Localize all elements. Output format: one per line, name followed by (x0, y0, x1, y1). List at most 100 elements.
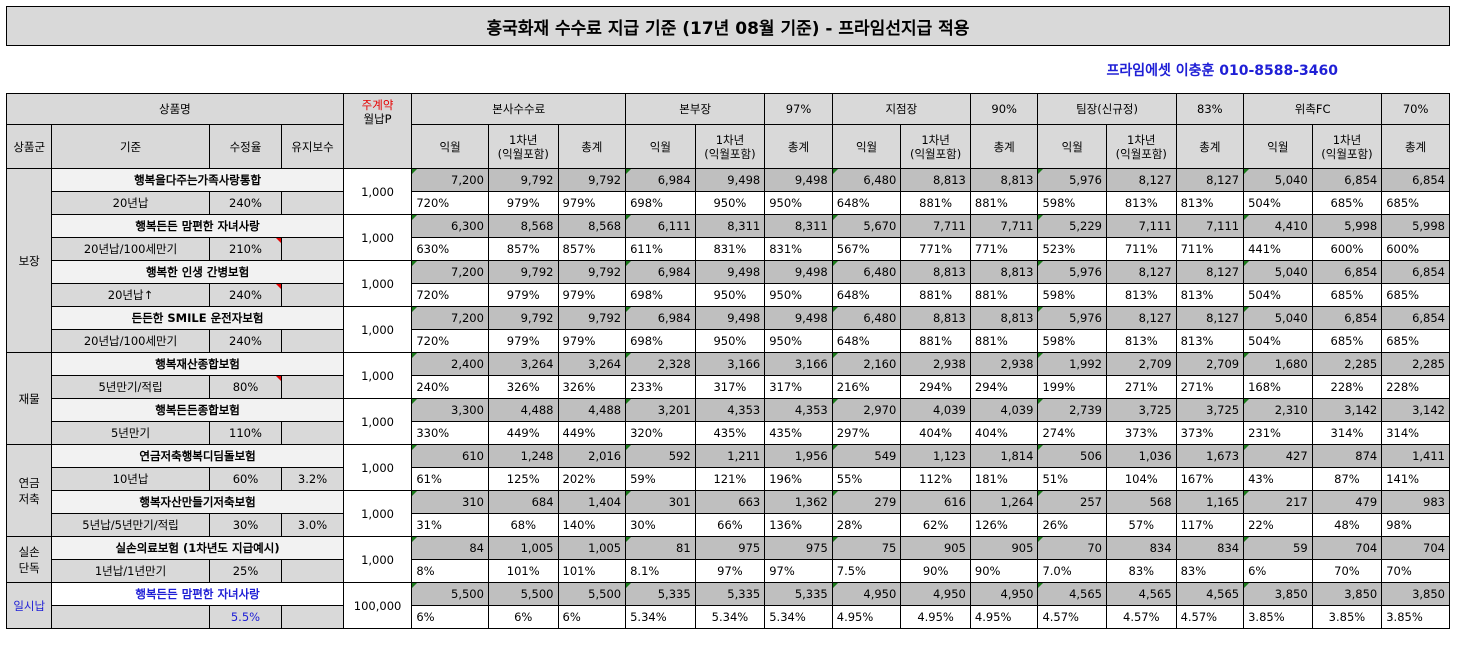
amount-cell: 8,311 (764, 214, 833, 238)
amount-cell: 2,938 (969, 352, 1039, 376)
percent-cell: 3.85% (1381, 605, 1450, 629)
percent-cell: 979% (557, 329, 627, 353)
percent-cell: 97% (694, 559, 766, 583)
modify-rate-cell: 240% (208, 191, 283, 215)
amount-cell: 704 (1381, 536, 1450, 560)
section-store-manager-rate: 90% (969, 93, 1039, 125)
percent-cell: 4.57% (1037, 605, 1107, 629)
amount-cell: 2,160 (831, 352, 902, 376)
section-head-office: 본사수수료 (411, 93, 627, 125)
table-row: 5년만기 110% 330% 449% 449% 320% 435% 435% 297% 404%… (7, 421, 1450, 445)
subheader-year-2: 1차년 (익월포함) (900, 124, 971, 169)
amount-cell: 3,725 (1175, 398, 1245, 422)
amount-cell: 1,264 (969, 490, 1039, 514)
amount-cell: 1,680 (1243, 352, 1313, 376)
amount-cell: 7,200 (411, 306, 489, 330)
percent-cell: 59% (625, 467, 696, 491)
product-name: 행복든든종합보험 (51, 398, 344, 422)
amount-cell: 5,335 (625, 582, 696, 606)
percent-cell: 181% (969, 467, 1039, 491)
amount-cell: 8,127 (1106, 260, 1177, 284)
percent-cell: 98% (1381, 513, 1450, 537)
percent-cell: 228% (1311, 375, 1383, 399)
standard-cell: 20년납↑ (51, 283, 210, 307)
table-row: 행복자산만들기저축보험 1,000 310 684 1,404 301 663 1,362 27… (7, 490, 1450, 537)
percent-cell: 979% (487, 283, 559, 307)
page-title: 흥국화재 수수료 지급 기준 (17년 08월 기준) - 프라임선지급 적용 (6, 6, 1450, 46)
amount-cell: 1,248 (487, 444, 559, 468)
amount-cell: 1,956 (764, 444, 833, 468)
amount-cell: 2,328 (625, 352, 696, 376)
table-row: 일시납 행복든든 맘편한 자녀사랑 100,000 5,500 5,500 5,500 5,… (5, 582, 1450, 629)
percent-cell: 698% (625, 329, 696, 353)
percent-cell: 26% (1037, 513, 1107, 537)
modify-rate-cell: 240% (208, 283, 283, 307)
subheader-year-3: 1차년 (익월포함) (1106, 124, 1177, 169)
percent-cell: 950% (694, 283, 766, 307)
amount-cell: 4,565 (1106, 582, 1177, 606)
amount-cell: 5,040 (1243, 168, 1313, 192)
monthly-premium: 1,000 (342, 398, 413, 445)
table-row: 보장 행복을다주는가족사랑통합 1,000 7,200 9,792 9,792 6,984 9… (5, 168, 1450, 353)
group-label: 실손 단독 (5, 536, 53, 583)
amount-cell: 549 (831, 444, 902, 468)
amount-cell: 6,984 (625, 260, 696, 284)
amount-cell: 2,400 (411, 352, 489, 376)
percent-cell: 57% (1106, 513, 1177, 537)
monthly-premium: 100,000 (342, 582, 413, 629)
subheader-total-3: 총계 (1175, 124, 1245, 169)
group-label: 재물 (5, 352, 53, 445)
percent-cell: 83% (1175, 559, 1245, 583)
amount-cell: 9,498 (694, 260, 766, 284)
modify-rate-cell: 60% (208, 467, 283, 491)
percent-cell: 950% (764, 329, 833, 353)
percent-cell: 30% (625, 513, 696, 537)
modify-rate-cell: 80% (208, 375, 283, 399)
percent-cell: 449% (487, 421, 559, 445)
subheader-first-2: 익월 (831, 124, 902, 169)
subheader-year-1: 1차년 (익월포함) (694, 124, 766, 169)
standard-cell: 5년만기 (51, 421, 210, 445)
percent-cell: 598% (1037, 283, 1107, 307)
percent-cell: 598% (1037, 329, 1107, 353)
percent-cell: 881% (969, 329, 1039, 353)
percent-cell: 101% (487, 559, 559, 583)
amount-cell: 5,998 (1311, 214, 1383, 238)
table-row: 20년납/100세만기 210% 630% 857% 857% 611% 831% 831% 5… (7, 237, 1450, 261)
amount-cell: 3,264 (487, 352, 559, 376)
amount-cell: 6,854 (1381, 306, 1450, 330)
maintenance-cell (281, 237, 344, 261)
amount-cell: 5,976 (1037, 168, 1107, 192)
percent-cell: 90% (969, 559, 1039, 583)
percent-cell: 813% (1106, 283, 1177, 307)
percent-cell: 813% (1175, 283, 1245, 307)
percent-cell: 685% (1311, 283, 1383, 307)
monthly-premium: 1,000 (342, 536, 413, 583)
table-row: 20년납 240% 720% 979% 979% 698% 950% 950% 648% 881%… (7, 191, 1450, 215)
header-standard: 기준 (51, 124, 210, 169)
percent-cell: 598% (1037, 191, 1107, 215)
amount-cell: 9,498 (694, 168, 766, 192)
amount-cell: 1,404 (557, 490, 627, 514)
table-row: 20년납↑ 240% 720% 979% 979% 698% 950% 950% 648% 881… (7, 283, 1450, 307)
percent-cell: 857% (557, 237, 627, 261)
amount-cell: 70 (1037, 536, 1107, 560)
percent-cell: 66% (694, 513, 766, 537)
percent-cell: 711% (1175, 237, 1245, 261)
amount-cell: 506 (1037, 444, 1107, 468)
percent-cell: 600% (1311, 237, 1383, 261)
amount-cell: 5,335 (694, 582, 766, 606)
section-team-leader: 팀장(신규정) (1037, 93, 1177, 125)
percent-cell: 857% (487, 237, 559, 261)
percent-cell: 202% (557, 467, 627, 491)
section-branch-head: 본부장 (625, 93, 766, 125)
amount-cell: 6,854 (1381, 260, 1450, 284)
amount-cell: 84 (411, 536, 489, 560)
amount-cell: 6,480 (831, 168, 902, 192)
percent-cell: 112% (900, 467, 971, 491)
subheader-year-0: 1차년 (익월포함) (487, 124, 559, 169)
percent-cell: 648% (831, 283, 902, 307)
amount-cell: 4,565 (1175, 582, 1245, 606)
amount-cell: 3,300 (411, 398, 489, 422)
percent-cell: 698% (625, 191, 696, 215)
